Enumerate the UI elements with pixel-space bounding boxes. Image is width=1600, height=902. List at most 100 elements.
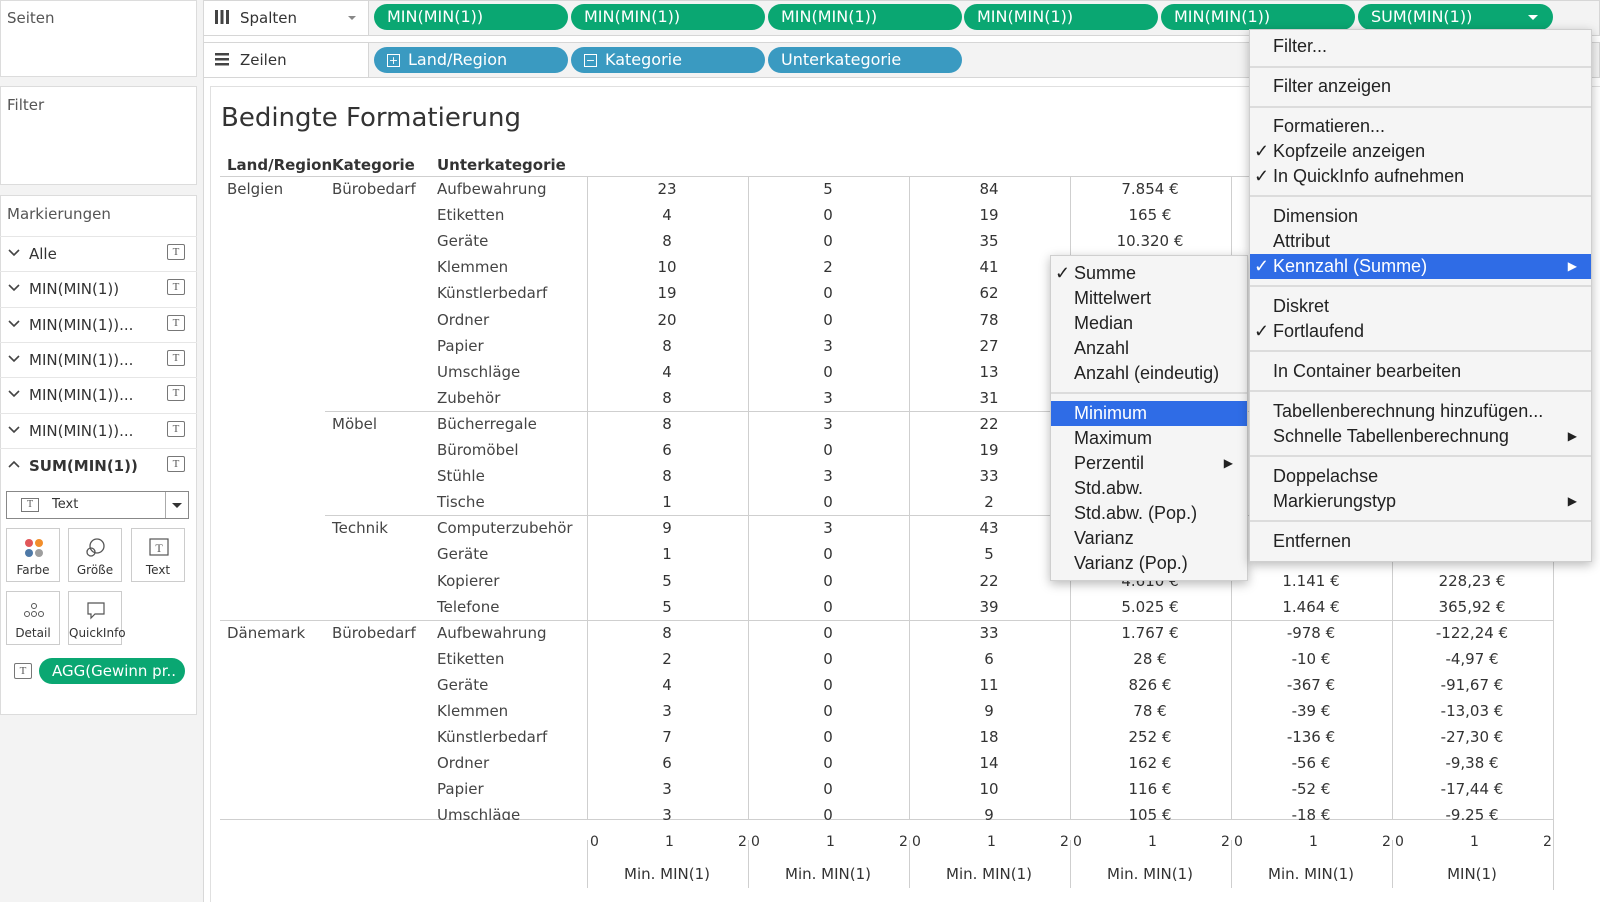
table-cell-value[interactable]: 3 [823,336,833,355]
subcategory-label[interactable]: Aufbewahrung [437,180,547,198]
table-cell-value[interactable]: 4 [662,206,672,225]
menu-item[interactable]: Filter anzeigen [1250,74,1591,99]
menu-item[interactable]: Doppelachse [1250,464,1591,489]
menu-item[interactable]: ✓ Kopfzeile anzeigen [1250,139,1591,164]
column-pill[interactable]: MIN(MIN(1)) [964,4,1158,30]
table-cell-value[interactable]: 0 [823,441,833,459]
table-cell-value[interactable]: 3 [823,519,833,538]
menu-item[interactable]: Std.abw. (Pop.) [1051,501,1247,526]
marks-row[interactable]: Alle T [0,236,197,270]
table-cell-value[interactable]: 0 [823,571,833,590]
table-cell-value[interactable]: 6 [662,754,672,773]
table-cell-value[interactable]: 19 [979,441,999,459]
subcategory-label[interactable]: Umschläge [437,362,521,381]
table-cell-value[interactable]: 2 [662,649,672,668]
row-pill[interactable]: + Land/Region [374,47,568,73]
table-cell-value[interactable]: 35 [979,232,999,251]
table-cell-value[interactable]: 41 [979,258,999,277]
subcategory-label[interactable]: Büromöbel [437,441,519,459]
category-label[interactable]: Möbel [332,414,378,433]
color-button[interactable]: Farbe [6,528,60,582]
table-cell-value[interactable]: 11 [979,675,999,694]
category-label[interactable]: Technik [332,519,388,538]
table-cell-value[interactable]: 2 [984,493,994,512]
table-cell-value[interactable]: 18 [979,728,999,747]
table-cell-value[interactable]: 27 [979,336,999,355]
expand-icon[interactable]: + [387,54,400,67]
table-cell-value[interactable]: -52 € [1291,780,1331,799]
table-cell-value[interactable]: 0 [823,806,833,825]
table-cell-value[interactable]: 9 [984,702,994,720]
subcategory-label[interactable]: Zubehör [437,388,501,407]
table-cell-value[interactable]: -10 € [1291,649,1331,668]
menu-item[interactable]: ✓ In QuickInfo aufnehmen [1250,164,1591,189]
table-cell-value[interactable]: 5 [984,545,994,564]
subcategory-label[interactable]: Künstlerbedarf [437,284,548,303]
axis-title[interactable]: Min. MIN(1) [785,865,871,883]
menu-item[interactable]: Perzentil ▶ [1051,451,1247,476]
table-cell-value[interactable]: 0 [823,728,833,747]
chevron-down-icon[interactable] [6,279,22,295]
menu-item[interactable]: Diskret [1250,294,1591,319]
table-cell-value[interactable]: 19 [979,206,999,225]
table-cell-value[interactable]: -56 € [1291,754,1331,773]
table-cell-value[interactable]: 1.141 € [1282,571,1340,590]
subcategory-label[interactable]: Geräte [437,232,489,251]
table-cell-value[interactable]: 5.025 € [1121,597,1179,616]
country-label[interactable]: Belgien [227,180,284,198]
subcategory-label[interactable]: Ordner [437,754,490,773]
table-cell-value[interactable]: 13 [979,362,999,381]
table-cell-value[interactable]: 0 [823,232,833,251]
table-cell-value[interactable]: 5 [823,180,833,198]
table-cell-value[interactable]: 8 [662,414,672,433]
subcategory-label[interactable]: Kopierer [437,571,500,590]
menu-item[interactable]: Anzahl (eindeutig) [1051,361,1247,386]
table-cell-value[interactable]: 0 [823,754,833,773]
menu-item[interactable]: Entfernen [1250,529,1591,554]
chevron-down-icon[interactable] [1527,4,1539,30]
menu-item[interactable]: Anzahl [1051,336,1247,361]
subcategory-label[interactable]: Etiketten [437,206,505,225]
column-pill[interactable]: MIN(MIN(1)) [768,4,962,30]
marks-row[interactable]: MIN(MIN(1))... T [0,306,197,341]
table-cell-value[interactable]: 7 [662,728,672,747]
subcategory-label[interactable]: Klemmen [437,258,509,277]
axis-title[interactable]: Min. MIN(1) [624,865,710,883]
axis-title[interactable]: Min. MIN(1) [946,865,1032,883]
table-cell-value[interactable]: 165 € [1128,206,1172,225]
table-cell-value[interactable]: 78 € [1133,702,1167,720]
table-cell-value[interactable]: 1 [662,493,672,512]
menu-item[interactable]: Dimension [1250,204,1591,229]
menu-item[interactable]: Std.abw. [1051,476,1247,501]
detail-button[interactable]: Detail [6,591,60,645]
column-pill[interactable]: MIN(MIN(1)) [374,4,568,30]
table-cell-value[interactable]: 6 [984,649,994,668]
subcategory-label[interactable]: Stühle [437,467,485,486]
table-cell-value[interactable]: -91,67 € [1440,675,1504,694]
marks-row[interactable]: MIN(MIN(1))... T [0,377,197,411]
subcategory-label[interactable]: Umschläge [437,806,521,825]
row-pill[interactable]: Unterkategorie [768,47,962,73]
header-subcategory[interactable]: Unterkategorie [437,156,566,174]
table-cell-value[interactable]: 0 [823,206,833,225]
tooltip-button[interactable]: QuickInfo [68,591,126,645]
chevron-down-icon[interactable] [6,315,22,331]
table-cell-value[interactable]: 3 [662,702,672,720]
table-cell-value[interactable]: 6 [662,441,672,459]
table-cell-value[interactable]: -39 € [1291,702,1331,720]
subcategory-label[interactable]: Papier [437,336,484,355]
table-cell-value[interactable]: 1 [662,545,672,564]
table-cell-value[interactable]: -18 € [1291,806,1331,825]
table-cell-value[interactable]: 43 [979,519,999,538]
menu-item[interactable]: In Container bearbeiten [1250,359,1591,384]
axis-title[interactable]: Min. MIN(1) [1268,865,1354,883]
subcategory-label[interactable]: Tische [437,493,485,512]
subcategory-label[interactable]: Ordner [437,310,490,329]
subcategory-label[interactable]: Computerzubehör [437,519,573,538]
table-cell-value[interactable]: 8 [662,232,672,251]
table-cell-value[interactable]: 23 [657,180,677,198]
table-cell-value[interactable]: -4,97 € [1445,649,1499,668]
table-cell-value[interactable]: 9 [662,519,672,538]
menu-item[interactable]: Markierungstyp ▶ [1250,489,1591,514]
menu-item[interactable]: Varianz [1051,526,1247,551]
